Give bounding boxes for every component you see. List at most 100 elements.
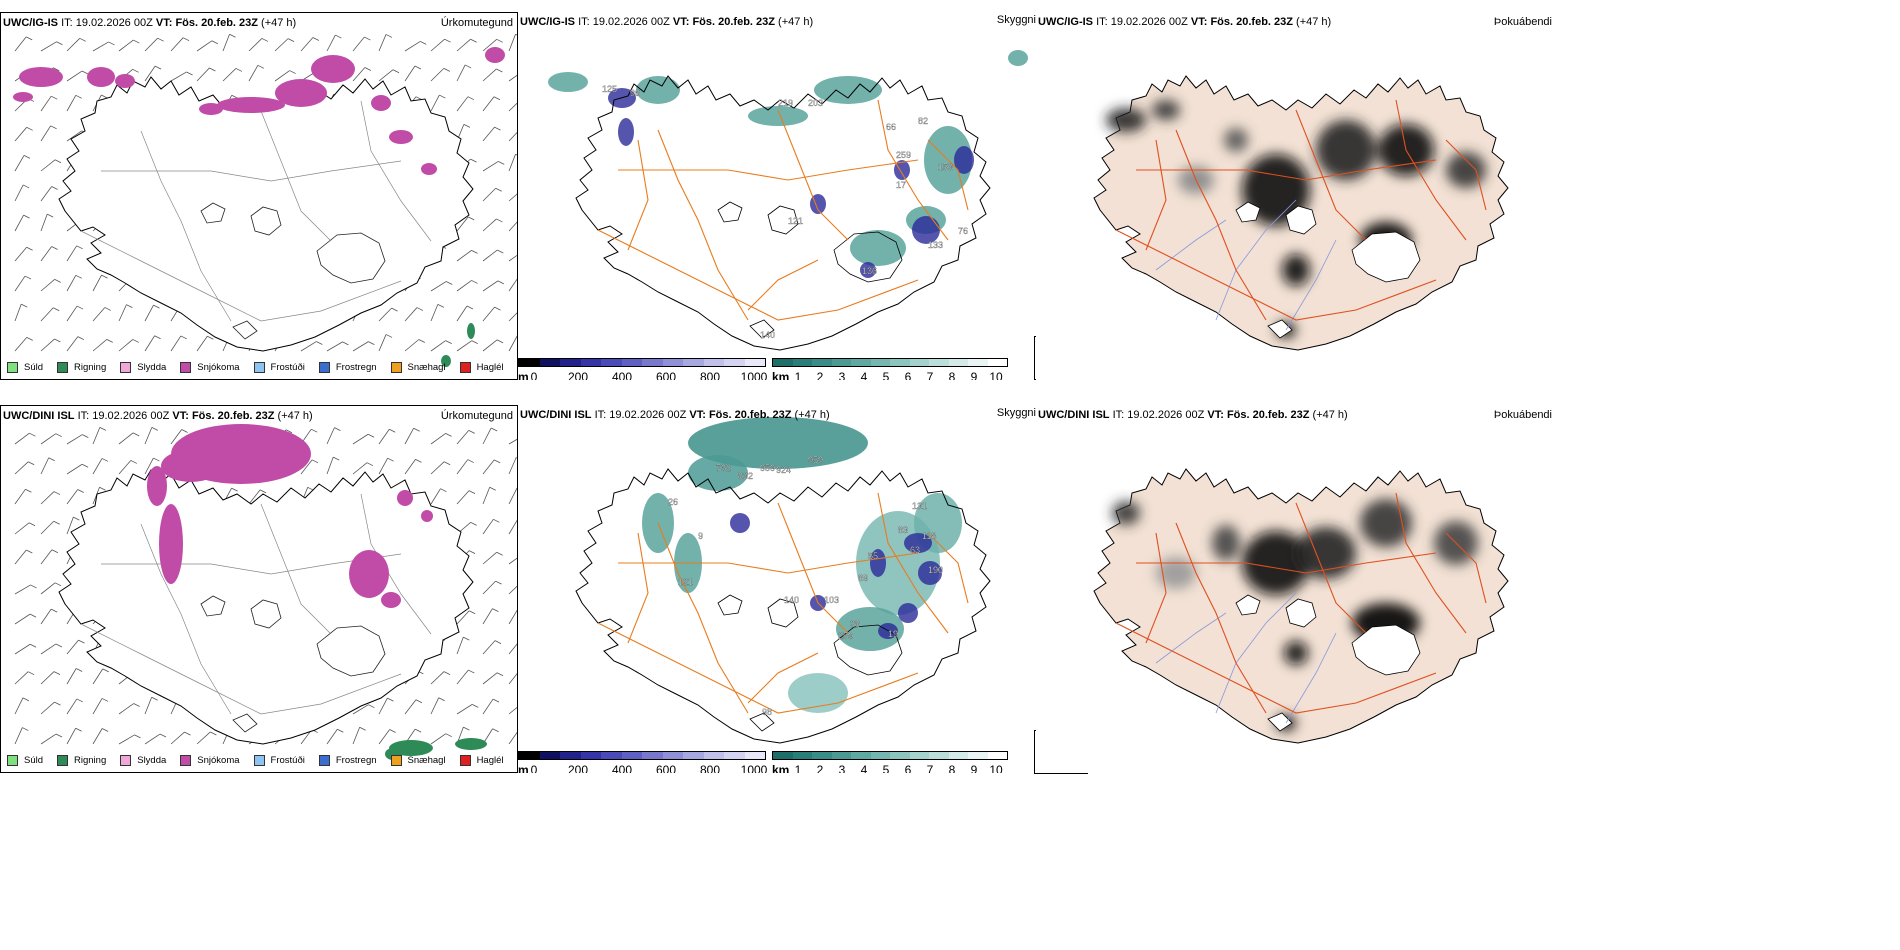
visibility-colorbar-top: km 1 2 3 4 5 6 7 8 9 10 — [772, 358, 1008, 380]
legend-swatch — [390, 362, 402, 373]
snow-area — [349, 550, 389, 598]
header-top-cloud: UWC/IG-IS IT: 19.02.2026 00Z VT: Fös. 20… — [520, 16, 814, 28]
legend-swatch — [459, 362, 471, 373]
low-ceiling-area — [954, 146, 974, 174]
legend-swatch — [180, 755, 192, 766]
ceiling-value-label: 28 — [850, 619, 860, 629]
header-top: UWC/IG-IS IT: 19.02.2026 00Z VT: Fös. 20… — [3, 17, 297, 29]
ceiling-value-label: 82 — [918, 116, 928, 126]
fog-title-top: Þokuábendi — [1493, 16, 1552, 28]
cloud-panel-bottom: 762 832 959 924 959 26 9 121 131 83 118 63 190 89 55 14… — [518, 405, 1038, 773]
glacier-outline — [749, 712, 775, 732]
colorbar-unit: km — [772, 763, 790, 773]
colorbar-tick-label: 2 — [816, 763, 824, 773]
colorbar-tick-label: 0 — [530, 370, 538, 380]
ceiling-value-label: 63 — [910, 545, 920, 555]
cloud-title-top: Skyggni — [996, 14, 1036, 26]
legend-label: Slydda — [137, 362, 167, 373]
low-ceiling-area — [904, 533, 932, 553]
cloud-panel-top: 125 96 219 203 66 82 259 17 153 76 133 136 121 140 UW… — [518, 12, 1038, 380]
legend-item: Haglél — [459, 362, 504, 373]
iceland-fog-map-top — [1093, 75, 1509, 351]
ceiling-value-label: 66 — [886, 122, 896, 132]
colorbar-tick-label: 10 — [989, 370, 1003, 380]
colorbar-tick-label: 0 — [530, 763, 538, 773]
rain-area — [467, 323, 475, 339]
colorbar-tick-label: 4 — [860, 370, 868, 380]
header-bottom-fog: UWC/DINI ISL IT: 19.02.2026 00Z VT: Fös.… — [1038, 409, 1348, 421]
legend-label: Rigning — [74, 755, 107, 766]
low-visibility-area — [548, 72, 588, 92]
legend-item: Haglél — [459, 755, 504, 766]
colorbar-swatches — [518, 358, 766, 367]
ceiling-value-label: 118 — [922, 531, 936, 541]
snow-area — [275, 79, 327, 107]
ceiling-value-label: 89 — [858, 573, 868, 583]
iceland-precip-map-bottom — [14, 424, 517, 760]
ceiling-value-label: 959 — [760, 463, 775, 473]
coastline — [58, 76, 474, 352]
colorbar-tick-label: 800 — [699, 370, 721, 380]
ceiling-value-label: 133 — [928, 240, 943, 250]
glacier-outline — [767, 598, 799, 628]
glacier-outline — [833, 231, 903, 283]
glacier-outline — [200, 595, 226, 617]
colorbar-swatches — [772, 751, 1008, 760]
snow-area — [147, 466, 167, 506]
legend-swatch — [57, 755, 69, 766]
legend-label: Snæhagl — [407, 755, 446, 766]
glacier — [1351, 231, 1421, 283]
ceiling-value-label: 959 — [808, 455, 823, 465]
glacier — [1235, 594, 1261, 616]
ceiling-value-label: 219 — [778, 98, 793, 108]
legend-item: Frostregn — [318, 755, 377, 766]
low-visibility-area — [748, 106, 808, 126]
glacier — [1285, 205, 1317, 235]
colorbar-tick-label: 1 — [794, 370, 802, 380]
snow-area — [159, 504, 183, 584]
precip-panel-top: UWC/IG-IS IT: 19.02.2026 00Z VT: Fös. 20… — [0, 12, 518, 380]
snow-area — [161, 450, 221, 482]
legend-item: Slydda — [120, 362, 166, 373]
snow-area — [371, 95, 391, 111]
low-visibility-area — [836, 607, 904, 651]
colorbar-unit: m — [518, 370, 529, 380]
low-ceiling-area — [912, 216, 940, 244]
rivers — [1155, 199, 1337, 331]
fog-panel-bottom: UWC/DINI ISL IT: 19.02.2026 00Z VT: Fös.… — [1036, 405, 1556, 773]
snow-area — [397, 490, 413, 506]
legend-item: Súld — [7, 362, 43, 373]
coastline — [575, 75, 991, 351]
colorbar-tick-label: 600 — [655, 370, 677, 380]
legend-swatch — [180, 362, 192, 373]
legend-swatch — [57, 362, 69, 373]
colorbar-tick-label: 400 — [611, 763, 633, 773]
glacier-outline — [250, 206, 282, 236]
snow-area — [485, 47, 505, 63]
snow-area — [389, 130, 413, 144]
glacier — [1267, 319, 1293, 339]
colorbar-tick-label: 5 — [882, 370, 890, 380]
glacier-outline — [767, 205, 799, 235]
ceiling-value-label: 140 — [784, 595, 799, 605]
header-top-fog: UWC/IG-IS IT: 19.02.2026 00Z VT: Fös. 20… — [1038, 16, 1332, 28]
low-visibility-area — [814, 76, 882, 104]
fog-shading — [1112, 499, 1478, 731]
glacier-outline — [833, 624, 903, 676]
colorbar-tick-label: 5 — [882, 763, 890, 773]
legend-swatch — [120, 362, 132, 373]
low-ceiling-area — [918, 561, 942, 585]
rain-area — [455, 738, 487, 750]
legend-item: Snæhagl — [390, 755, 446, 766]
precip-title-bottom: Úrkomutegund — [440, 410, 513, 422]
snow-area — [87, 67, 115, 87]
glacier-outline — [316, 625, 386, 677]
ceiling-value-label: 832 — [738, 471, 753, 481]
colorbar-tick-label: 9 — [970, 370, 978, 380]
legend-swatch — [253, 755, 265, 766]
low-visibility-area — [688, 417, 868, 469]
ceiling-value-label: 131 — [912, 501, 927, 511]
iceland-precip-map-top — [13, 33, 517, 367]
low-ceiling-area — [618, 118, 634, 146]
snow-area — [421, 510, 433, 522]
